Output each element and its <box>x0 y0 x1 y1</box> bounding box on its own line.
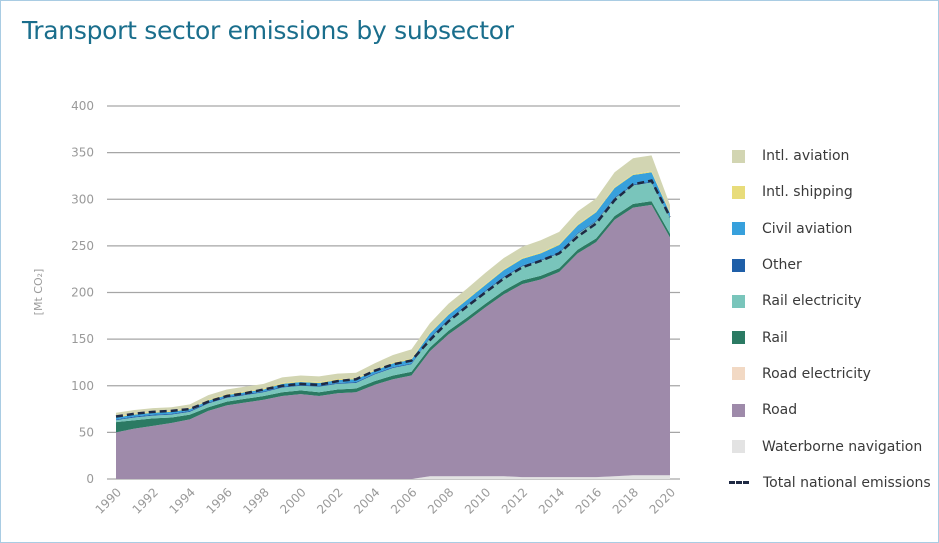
area-intl-aviation <box>116 155 670 417</box>
area-civil-aviation <box>116 172 670 420</box>
x-tick-label: 1994 <box>166 485 197 516</box>
legend-label: Civil aviation <box>762 220 853 237</box>
x-tick-label: 2002 <box>314 485 345 516</box>
x-tick-label: 1990 <box>93 485 124 516</box>
legend-item: Other <box>732 247 937 283</box>
y-tick-label: 0 <box>86 472 94 486</box>
legend-swatch <box>732 258 745 272</box>
x-tick-label: 2016 <box>573 485 604 516</box>
legend: Intl. aviation Intl. shipping Civil aviati… <box>729 138 937 501</box>
chart-title: Transport sector emissions by subsector <box>22 16 514 45</box>
area-series <box>116 155 670 479</box>
x-tick-label: 2010 <box>462 485 493 516</box>
legend-label: Intl. aviation <box>762 148 850 165</box>
total-line-group <box>115 179 672 418</box>
legend-item: Civil aviation <box>732 211 937 247</box>
x-tick-label: 2006 <box>388 485 419 516</box>
x-tick-label: 1992 <box>130 485 161 516</box>
legend-label: Intl. shipping <box>762 184 853 201</box>
y-tick-label: 50 <box>79 425 94 439</box>
legend-swatch <box>732 403 745 417</box>
legend-item: Intl. shipping <box>732 174 937 210</box>
y-tick-label: 100 <box>71 379 94 393</box>
legend-item: Rail <box>732 319 937 355</box>
x-tick-label: 2008 <box>425 485 456 516</box>
legend-swatch <box>732 331 745 345</box>
x-tick-label: 2004 <box>351 485 382 516</box>
y-tick-label: 350 <box>71 146 94 160</box>
legend-label: Road electricity <box>762 365 871 382</box>
y-tick-label: 300 <box>71 192 94 206</box>
area-road <box>116 204 670 479</box>
y-tick-label: 150 <box>71 332 94 346</box>
area-waterborne-navigation <box>116 475 670 479</box>
x-tick-label: 2000 <box>277 485 308 516</box>
legend-swatch <box>732 185 745 199</box>
y-tick-label: 400 <box>71 99 94 113</box>
legend-item: Rail electricity <box>732 283 937 319</box>
x-tick-label: 2020 <box>647 485 678 516</box>
legend-swatch <box>732 294 745 308</box>
legend-label: Road <box>762 402 798 419</box>
legend-swatch <box>732 440 745 454</box>
x-tick-labels: 1990 1992 1994 1996 1998 2000 2002 2004 2006 2008… <box>93 485 678 516</box>
legend-dash-marker <box>729 481 749 485</box>
y-axis-label: [Mt CO₂] <box>32 269 45 316</box>
legend-swatch <box>732 222 745 236</box>
legend-swatch <box>732 149 745 163</box>
legend-label: Rail <box>762 329 788 346</box>
legend-item: Intl. aviation <box>732 138 937 174</box>
y-tick-labels: 0 50 100 150 200 250 300 350 400 <box>71 99 94 486</box>
x-tick-label: 1996 <box>203 485 234 516</box>
legend-item: Road electricity <box>732 356 937 392</box>
y-tick-label: 200 <box>71 286 94 300</box>
legend-label: Rail electricity <box>762 293 862 310</box>
x-tick-label: 2012 <box>499 485 530 516</box>
legend-item: Waterborne navigation <box>732 428 937 464</box>
legend-item: Road <box>732 392 937 428</box>
legend-item: Total national emissions <box>729 465 937 501</box>
x-tick-label: 2018 <box>610 485 641 516</box>
y-tick-label: 250 <box>71 239 94 253</box>
legend-label: Waterborne navigation <box>762 438 923 455</box>
total-national-emissions-line <box>115 179 672 418</box>
legend-swatch <box>732 367 745 381</box>
area-rail-electricity <box>116 182 670 423</box>
legend-label: Total national emissions <box>763 474 931 491</box>
x-tick-label: 1998 <box>240 485 271 516</box>
x-tick-label: 2014 <box>536 485 567 516</box>
legend-label: Other <box>762 257 802 274</box>
